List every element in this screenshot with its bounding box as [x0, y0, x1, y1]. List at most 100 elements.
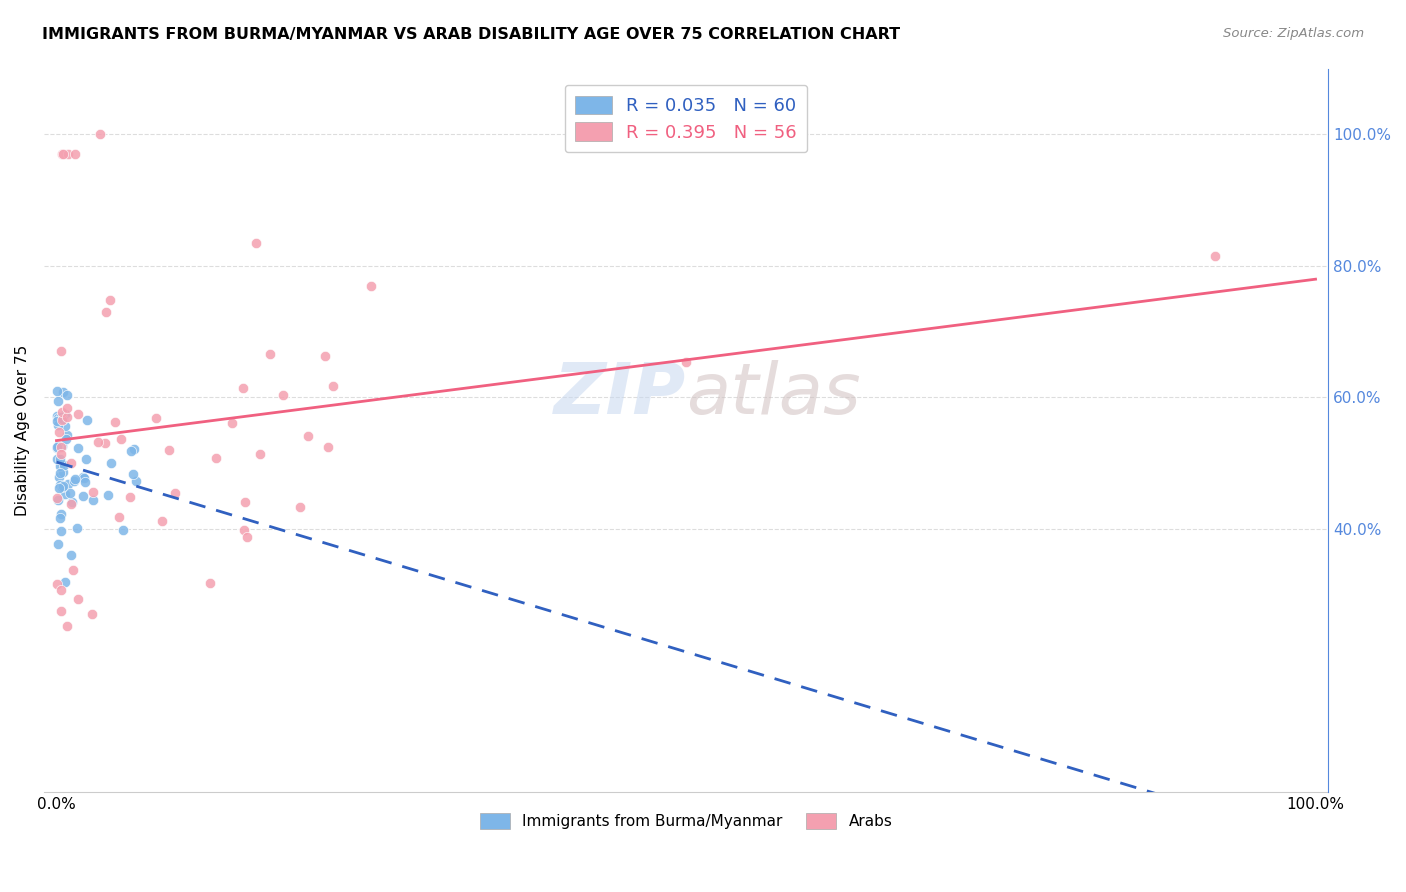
Point: [1204, 249, 1226, 263]
Point: [53, 458, 76, 472]
Point: [89, 128, 111, 142]
Point: [82, 493, 104, 508]
Point: [48, 459, 70, 474]
Point: [45, 409, 67, 423]
Point: [66, 441, 89, 455]
Point: [46, 441, 69, 455]
Point: [100, 456, 122, 470]
Point: [49, 409, 72, 424]
Point: [51, 441, 73, 455]
Text: atlas: atlas: [686, 359, 860, 428]
Point: [48, 478, 70, 492]
Point: [46, 452, 69, 467]
Y-axis label: Disability Age Over 75: Disability Age Over 75: [15, 344, 30, 516]
Point: [48, 425, 70, 440]
Point: [318, 441, 340, 455]
Point: [72, 489, 94, 503]
Point: [49, 524, 72, 539]
Point: [322, 379, 344, 393]
Point: [56, 477, 79, 491]
Point: [221, 416, 243, 430]
Point: [55, 401, 77, 416]
Point: [163, 485, 186, 500]
Point: [97, 488, 120, 502]
Point: [76, 413, 98, 427]
Point: [49, 451, 72, 466]
Point: [46, 537, 69, 551]
Point: [52, 385, 75, 400]
Point: [288, 500, 311, 514]
Point: [53, 574, 76, 589]
Text: ZIP: ZIP: [554, 359, 686, 428]
Point: [46, 491, 69, 505]
Point: [100, 293, 122, 307]
Point: [60, 548, 83, 562]
Point: [67, 591, 90, 606]
Point: [53, 418, 76, 433]
Point: [60, 497, 83, 511]
Point: [94, 436, 117, 450]
Point: [48, 511, 70, 525]
Point: [60, 495, 83, 509]
Point: [63, 472, 86, 486]
Point: [125, 474, 148, 488]
Point: [53, 408, 76, 422]
Point: [46, 440, 69, 454]
Point: [51, 405, 73, 419]
Point: [94, 305, 117, 319]
Point: [46, 493, 69, 508]
Point: [66, 407, 89, 421]
Point: [45, 384, 67, 398]
Point: [51, 507, 73, 521]
Point: [73, 475, 96, 490]
Point: [80, 607, 103, 621]
Point: [52, 147, 75, 161]
Point: [51, 479, 73, 493]
Legend: Immigrants from Burma/Myanmar, Arabs: Immigrants from Burma/Myanmar, Arabs: [474, 806, 898, 835]
Point: [259, 347, 281, 361]
Point: [63, 147, 86, 161]
Point: [56, 619, 79, 633]
Point: [59, 456, 82, 470]
Point: [122, 467, 145, 481]
Point: [48, 467, 70, 481]
Point: [232, 381, 254, 395]
Point: [110, 433, 132, 447]
Point: [59, 485, 82, 500]
Point: [56, 428, 79, 442]
Point: [297, 429, 319, 443]
Point: [51, 147, 73, 161]
Point: [236, 530, 259, 544]
Point: [249, 447, 271, 461]
Point: [145, 410, 167, 425]
Point: [87, 435, 110, 450]
Point: [46, 393, 69, 408]
Point: [205, 451, 228, 466]
Point: [107, 509, 129, 524]
Point: [49, 344, 72, 359]
Point: [48, 440, 70, 454]
Point: [72, 470, 94, 484]
Point: [52, 411, 75, 425]
Point: [63, 474, 86, 488]
Point: [232, 524, 254, 538]
Point: [45, 414, 67, 428]
Point: [55, 388, 77, 402]
Point: [55, 433, 77, 447]
Point: [271, 387, 294, 401]
Point: [48, 470, 70, 484]
Point: [75, 451, 97, 466]
Point: [51, 440, 73, 454]
Point: [675, 355, 697, 369]
Point: [46, 440, 69, 454]
Point: [120, 444, 142, 458]
Text: IMMIGRANTS FROM BURMA/MYANMAR VS ARAB DISABILITY AGE OVER 75 CORRELATION CHART: IMMIGRANTS FROM BURMA/MYANMAR VS ARAB DI…: [42, 27, 900, 42]
Point: [46, 411, 69, 425]
Point: [48, 481, 70, 495]
Point: [360, 279, 382, 293]
Point: [118, 491, 141, 505]
Text: Source: ZipAtlas.com: Source: ZipAtlas.com: [1223, 27, 1364, 40]
Point: [46, 577, 69, 591]
Point: [112, 524, 135, 538]
Point: [46, 441, 69, 455]
